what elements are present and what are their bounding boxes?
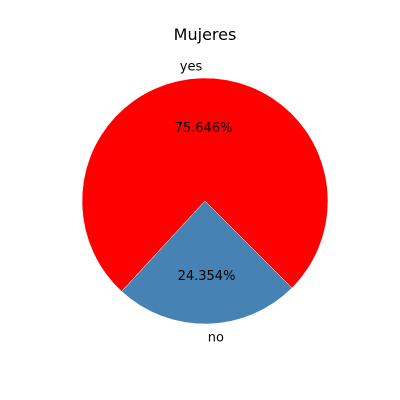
pie-slices [81, 77, 329, 325]
pie-labels: 75.646% yes 24.354% no [175, 60, 236, 346]
pie-percent-label-yes: 75.646% [175, 121, 233, 136]
chart-title: Mujeres [174, 25, 237, 44]
pie-category-label-yes: yes [180, 60, 203, 75]
pie-category-label-no: no [208, 330, 224, 345]
pie-percent-label-no: 24.354% [178, 269, 236, 284]
pie-slice-yes [81, 77, 329, 292]
pie-slice-no [121, 200, 293, 325]
